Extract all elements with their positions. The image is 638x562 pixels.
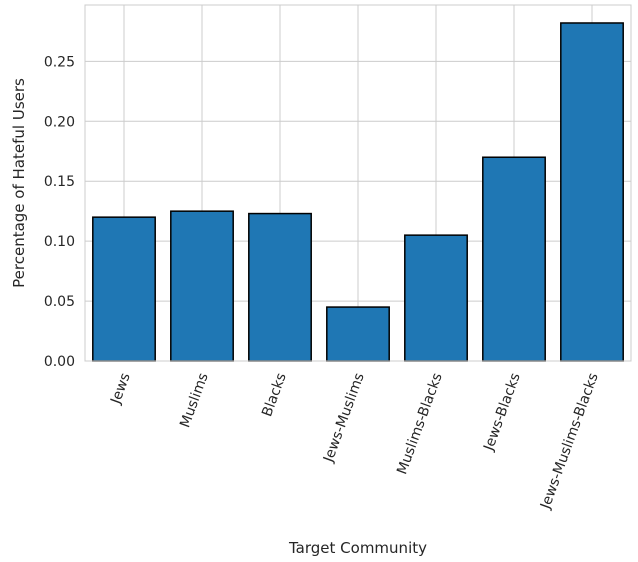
bar-jews-muslims (326, 306, 390, 362)
x-tick-labels: Jews Muslims Blacks Jews-Muslims Muslims-Bla… (108, 371, 602, 512)
bar-blacks (248, 212, 312, 362)
bar-muslims-blacks (404, 234, 468, 362)
y-tick-label: 0.10 (44, 234, 75, 250)
x-tick-label: Jews (108, 371, 134, 407)
y-tick-label: 0.25 (44, 54, 75, 70)
bars-layer (92, 22, 624, 362)
x-axis-label: Target Community (288, 539, 427, 557)
x-tick-label: Blacks (259, 371, 289, 419)
x-tick-label: Jews-Muslims (320, 371, 367, 465)
bar-muslims (170, 210, 234, 362)
y-tick-label: 0.15 (44, 174, 75, 190)
y-tick-label: 0.05 (44, 294, 75, 310)
y-axis-label: Percentage of Hateful Users (10, 78, 28, 288)
x-tick-label: Muslims-Blacks (394, 371, 446, 477)
bar-jews (92, 216, 156, 362)
x-tick-label: Jews-Blacks (481, 371, 524, 454)
y-tick-labels: 0.00 0.05 0.10 0.15 0.20 0.25 (44, 54, 75, 370)
x-tick-label: Jews-Muslims-Blacks (537, 371, 601, 512)
plot-frame (84, 4, 632, 362)
bar-jews-muslims-blacks (560, 22, 624, 362)
y-tick-label: 0.20 (44, 114, 75, 130)
y-tick-label: 0.00 (44, 354, 75, 370)
bar-jews-blacks (482, 156, 546, 362)
x-tick-label: Muslims (177, 371, 212, 430)
